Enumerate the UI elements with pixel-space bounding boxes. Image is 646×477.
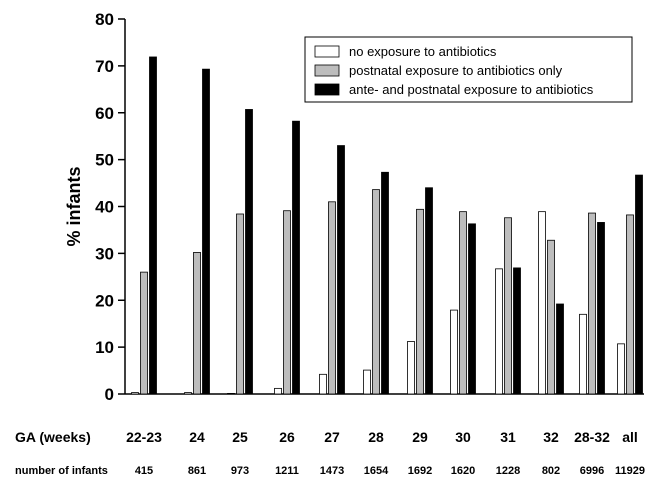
category-rows: GA (weeks) number of infants 22-23 415 24 861… bbox=[15, 429, 645, 477]
y-tick-label: 0 bbox=[105, 385, 114, 404]
bar-22-23-series-3 bbox=[149, 56, 157, 395]
bar-32-series-3 bbox=[556, 303, 564, 395]
category-label: 28 bbox=[368, 429, 384, 445]
bar-28-series-2 bbox=[372, 189, 380, 395]
y-tick-label: 40 bbox=[95, 198, 114, 217]
category-label: 29 bbox=[412, 429, 428, 445]
n-infants-label: 973 bbox=[231, 465, 249, 477]
n-infants-label: 415 bbox=[135, 465, 153, 477]
n-row-label: number of infants bbox=[15, 465, 108, 477]
bar-27-series-1 bbox=[319, 373, 327, 395]
bar-29-series-3 bbox=[425, 187, 433, 395]
category-label: 24 bbox=[189, 429, 205, 445]
bar-25-series-2 bbox=[236, 213, 244, 395]
legend-label-2: postnatal exposure to antibiotics only bbox=[349, 63, 563, 78]
bar-32-series-1 bbox=[538, 211, 546, 395]
bar-27-series-3 bbox=[337, 145, 345, 395]
y-tick-label: 60 bbox=[95, 104, 114, 123]
legend-swatch-3 bbox=[314, 83, 340, 96]
legend-box bbox=[304, 36, 633, 103]
y-tick-label: 30 bbox=[95, 244, 114, 263]
bar-25-series-3 bbox=[245, 109, 253, 395]
legend-swatch-2 bbox=[314, 64, 340, 77]
n-infants-label: 861 bbox=[188, 465, 206, 477]
bar-31-series-1 bbox=[495, 268, 503, 395]
bar-all-series-1 bbox=[617, 343, 625, 395]
ga-row-label: GA (weeks) bbox=[15, 429, 91, 445]
y-tick-label: 50 bbox=[95, 151, 114, 170]
bar-29-series-1 bbox=[407, 341, 415, 395]
bar-28-32-series-2 bbox=[588, 212, 596, 395]
bar-25-series-1 bbox=[227, 392, 235, 395]
bar-26-series-2 bbox=[283, 210, 291, 395]
n-infants-label: 1654 bbox=[364, 465, 389, 477]
bar-29-series-2 bbox=[416, 208, 424, 395]
bar-26-series-1 bbox=[274, 387, 282, 395]
category-label: 26 bbox=[279, 429, 295, 445]
n-infants-label: 1211 bbox=[275, 465, 299, 477]
category-label: 31 bbox=[500, 429, 516, 445]
legend-swatch-1 bbox=[314, 45, 340, 58]
n-infants-label: 1620 bbox=[451, 465, 475, 477]
chart-bars bbox=[131, 56, 643, 395]
y-tick-label: 70 bbox=[95, 57, 114, 76]
bar-31-series-3 bbox=[513, 267, 521, 395]
n-infants-label: 1228 bbox=[496, 465, 520, 477]
bar-28-series-3 bbox=[381, 171, 389, 395]
n-infants-label: 11929 bbox=[615, 465, 645, 477]
category-label: 28-32 bbox=[574, 429, 610, 445]
bar-all-series-3 bbox=[635, 174, 643, 395]
y-axis-title: % infants bbox=[64, 166, 84, 246]
y-tick-label: 80 bbox=[95, 10, 114, 29]
chart-axes: 0 10 20 30 40 50 60 70 80 % infants bbox=[64, 10, 644, 404]
category-label: 22-23 bbox=[126, 429, 162, 445]
n-infants-label: 802 bbox=[542, 465, 560, 477]
y-tick-label: 10 bbox=[95, 338, 114, 357]
bar-22-23-series-1 bbox=[131, 392, 139, 395]
bar-28-32-series-3 bbox=[597, 222, 605, 395]
bar-24-series-2 bbox=[193, 252, 201, 395]
bar-30-series-3 bbox=[468, 223, 476, 395]
bar-22-23-series-2 bbox=[140, 271, 148, 395]
n-infants-label: 1473 bbox=[320, 465, 344, 477]
bar-26-series-3 bbox=[292, 120, 300, 395]
category-label: 27 bbox=[324, 429, 340, 445]
bar-24-series-1 bbox=[184, 392, 192, 395]
n-infants-label: 1692 bbox=[408, 465, 432, 477]
category-label: 30 bbox=[455, 429, 471, 445]
bar-28-32-series-1 bbox=[579, 313, 587, 395]
bar-24-series-3 bbox=[202, 68, 210, 395]
legend-label-3: ante- and postnatal exposure to antibiot… bbox=[349, 82, 594, 97]
bar-32-series-2 bbox=[547, 239, 555, 395]
legend-label-1: no exposure to antibiotics bbox=[349, 44, 497, 59]
bar-27-series-2 bbox=[328, 201, 336, 395]
n-infants-label: 6996 bbox=[580, 465, 604, 477]
bar-31-series-2 bbox=[504, 217, 512, 395]
bar-30-series-1 bbox=[450, 309, 458, 395]
category-label: all bbox=[622, 429, 638, 445]
bar-28-series-1 bbox=[363, 369, 371, 395]
category-label: 25 bbox=[232, 429, 248, 445]
chart-legend: no exposure to antibiotics postnatal expo… bbox=[304, 36, 633, 103]
category-label: 32 bbox=[543, 429, 559, 445]
bar-30-series-2 bbox=[459, 211, 467, 395]
y-tick-label: 20 bbox=[95, 291, 114, 310]
bar-all-series-2 bbox=[626, 214, 634, 395]
